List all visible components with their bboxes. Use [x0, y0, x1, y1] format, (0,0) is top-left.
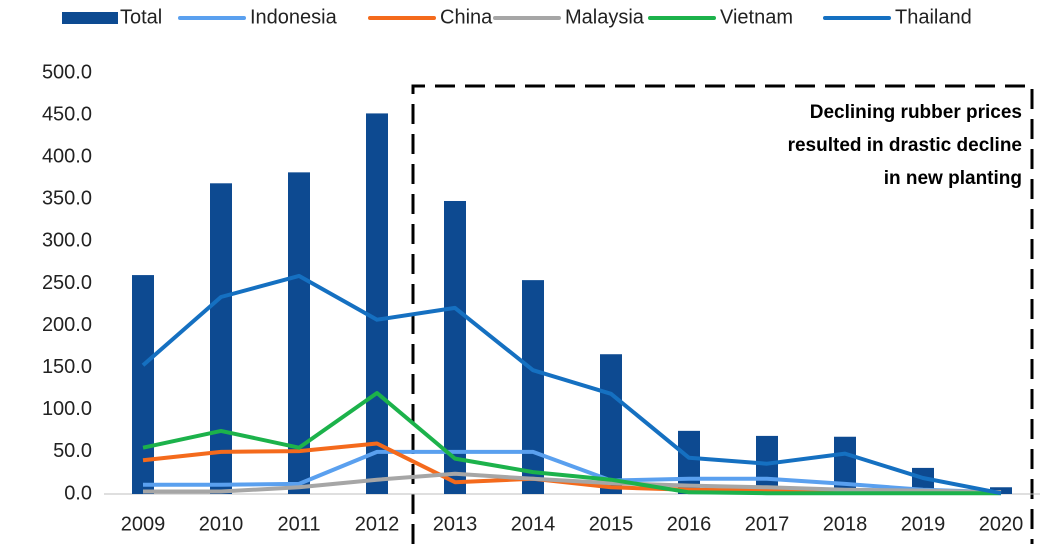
y-tick-label: 100.0 [42, 398, 92, 420]
y-tick-label: 250.0 [42, 272, 92, 294]
annotation: resulted in drastic decline [788, 135, 1022, 156]
legend-label: Total [120, 6, 162, 28]
y-tick-label: 0.0 [64, 482, 92, 504]
x-tick-label: 2016 [667, 513, 712, 535]
y-tick-label: 50.0 [53, 440, 92, 462]
x-tick-label: 2009 [121, 513, 166, 535]
annotation: in new planting [884, 168, 1022, 189]
x-tick-label: 2011 [277, 513, 320, 535]
y-tick-label: 500.0 [42, 61, 92, 83]
x-tick-label: 2020 [979, 513, 1024, 535]
y-tick-label: 450.0 [42, 103, 92, 125]
x-tick-label: 2018 [823, 513, 868, 535]
line [142, 391, 1001, 496]
legend-label: Vietnam [720, 6, 793, 28]
bar [210, 183, 232, 494]
legend-swatch [62, 12, 118, 24]
bar [600, 354, 622, 494]
x-tick-label: 2013 [433, 513, 478, 535]
x-tick-label: 2017 [745, 513, 790, 535]
x-tick-label: 2012 [355, 513, 400, 535]
bar [834, 436, 856, 494]
x-tick-label: 2014 [511, 513, 556, 535]
bar [132, 275, 154, 494]
bar [366, 113, 388, 494]
y-tick-label: 400.0 [42, 145, 92, 167]
legend-label: China [440, 6, 493, 28]
legend-label: Indonesia [250, 6, 338, 28]
y-tick-label: 300.0 [42, 230, 92, 252]
x-tick-label: 2019 [901, 513, 946, 535]
y-tick-label: 200.0 [42, 314, 92, 336]
line [143, 471, 1002, 495]
bar [522, 280, 544, 494]
y-tick-label: 350.0 [42, 188, 92, 210]
bar [444, 200, 466, 494]
annotation: Declining rubber prices [810, 102, 1022, 123]
x-tick-label: 2010 [199, 513, 244, 535]
y-tick-label: 150.0 [42, 356, 92, 378]
line [143, 449, 1002, 495]
legend-label: Thailand [895, 6, 972, 28]
line [141, 273, 1002, 496]
x-tick-label: 2015 [589, 513, 634, 535]
legend-label: Malaysia [565, 6, 645, 28]
bar [288, 172, 310, 494]
